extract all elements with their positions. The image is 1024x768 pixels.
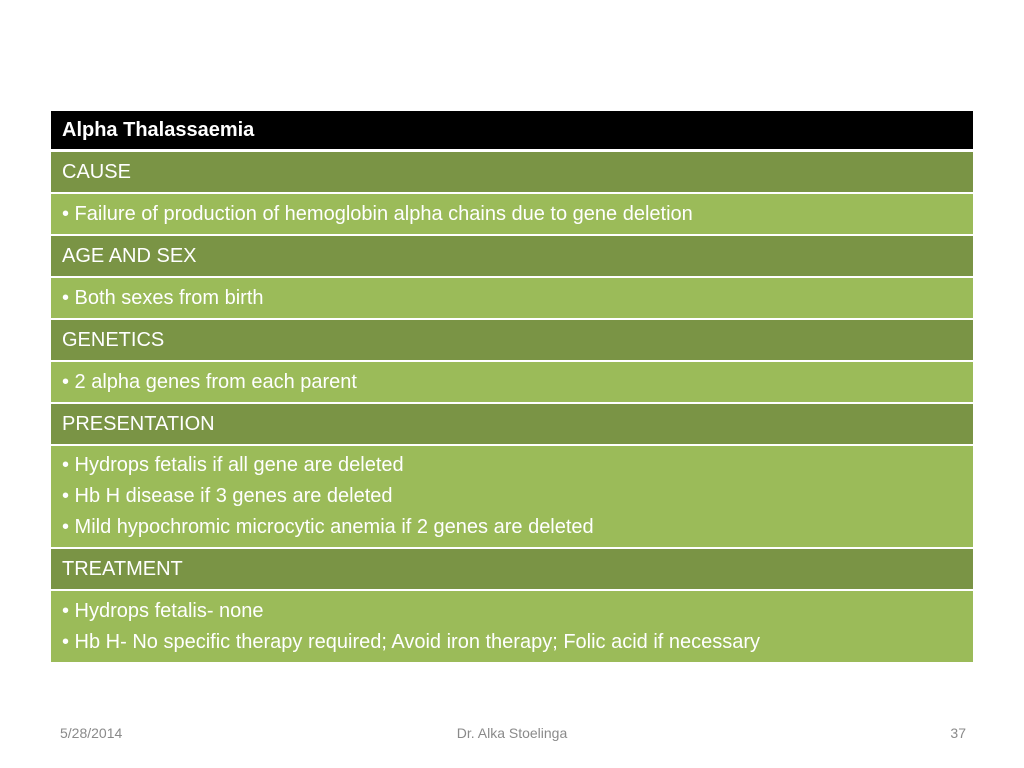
bullet-item: • Hb H- No specific therapy required; Av… <box>62 630 761 653</box>
section-content-treatment: • Hydrops fetalis- none • Hb H- No speci… <box>51 591 973 662</box>
table-title: Alpha Thalassaemia <box>51 111 973 152</box>
info-table: Alpha Thalassaemia CAUSE • Failure of pr… <box>51 111 973 662</box>
section-heading-treatment: TREATMENT <box>51 549 973 591</box>
table-title-text: Alpha Thalassaemia <box>62 118 255 141</box>
bullet-item: • Hb H disease if 3 genes are deleted <box>62 485 393 507</box>
section-heading-genetics: GENETICS <box>51 320 973 362</box>
footer-page-number: 37 <box>950 725 966 741</box>
section-content-age-and-sex: • Both sexes from birth <box>51 278 973 320</box>
bullet-item: • Hydrops fetalis if all gene are delete… <box>62 454 404 476</box>
bullet-item: • Hydrops fetalis- none <box>62 599 264 622</box>
section-heading-text: PRESENTATION <box>62 412 215 435</box>
footer-author: Dr. Alka Stoelinga <box>456 725 568 741</box>
section-content-genetics: • 2 alpha genes from each parent <box>51 362 973 404</box>
section-heading-text: AGE AND SEX <box>62 244 197 267</box>
section-heading-presentation: PRESENTATION <box>51 404 973 446</box>
section-heading-text: CAUSE <box>62 160 131 183</box>
section-heading-cause: CAUSE <box>51 152 973 194</box>
footer-date: 5/28/2014 <box>60 725 123 741</box>
bullet-item: • Mild hypochromic microcytic anemia if … <box>62 516 594 538</box>
bullet-item: • Failure of production of hemoglobin al… <box>62 202 693 225</box>
section-content-presentation: • Hydrops fetalis if all gene are delete… <box>51 446 973 549</box>
section-content-cause: • Failure of production of hemoglobin al… <box>51 194 973 236</box>
section-heading-text: TREATMENT <box>62 557 183 580</box>
section-heading-age-and-sex: AGE AND SEX <box>51 236 973 278</box>
bullet-item: • 2 alpha genes from each parent <box>62 370 357 393</box>
section-heading-text: GENETICS <box>62 328 165 351</box>
bullet-item: • Both sexes from birth <box>62 286 264 309</box>
